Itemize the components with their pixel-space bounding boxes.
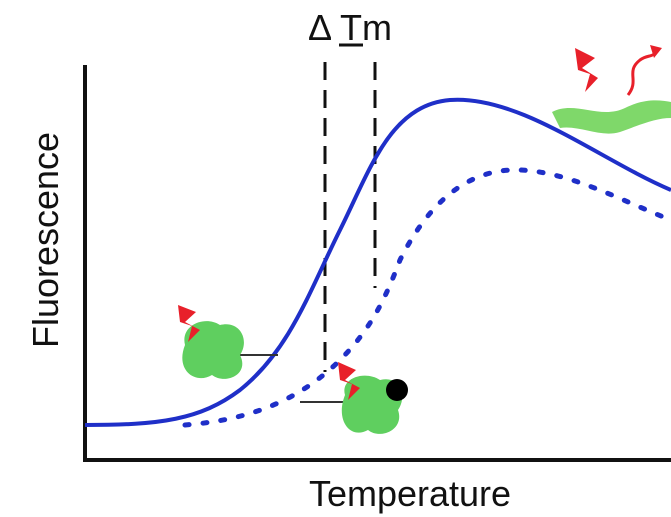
folded-protein — [182, 321, 244, 379]
dye-bolt — [575, 48, 598, 92]
delta-tm-label: Δ Tm — [308, 7, 392, 48]
emission-arrow-head — [650, 45, 662, 58]
dye-bolt — [338, 362, 360, 400]
curve-apo — [84, 97, 671, 427]
curve-ligand — [182, 167, 671, 428]
ligand — [386, 379, 408, 401]
x-axis-label: Temperature — [309, 473, 511, 514]
y-axis-label: Fluorescence — [25, 132, 66, 348]
unfolded-protein — [552, 100, 671, 134]
dye-bolt — [178, 305, 200, 342]
emission-arrow — [626, 49, 657, 96]
